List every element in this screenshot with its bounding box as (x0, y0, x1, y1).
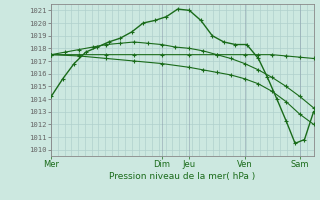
X-axis label: Pression niveau de la mer( hPa ): Pression niveau de la mer( hPa ) (109, 172, 256, 181)
